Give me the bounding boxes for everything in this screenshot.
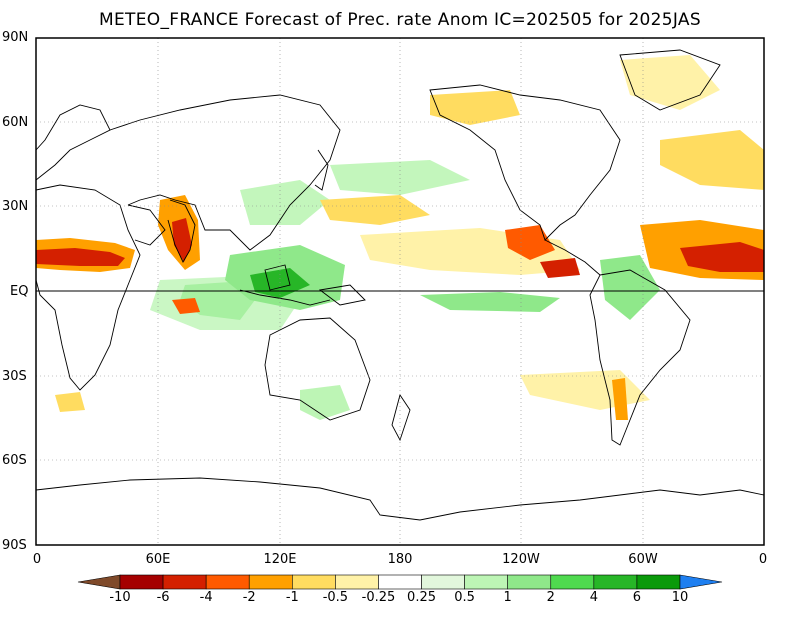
lon-label-0-left: 0 bbox=[32, 552, 42, 567]
coast-central-america bbox=[544, 239, 601, 276]
coast-newzealand bbox=[391, 393, 411, 442]
colorbar-swatch bbox=[593, 574, 638, 590]
colorbar-label: 0.5 bbox=[454, 590, 475, 605]
coastlines bbox=[35, 49, 765, 521]
anomaly-natl-dry bbox=[660, 130, 764, 190]
colorbar-swatch bbox=[162, 574, 207, 590]
lat-label-eq: EQ bbox=[10, 284, 29, 299]
colorbar-label: -6 bbox=[156, 590, 170, 605]
colorbar-swatch bbox=[205, 574, 250, 590]
grid-lines bbox=[36, 38, 764, 545]
lon-label-0-right: 0 bbox=[758, 552, 768, 567]
anomaly-shading bbox=[36, 55, 764, 420]
colorbar-swatch bbox=[335, 574, 379, 590]
colorbar-label: -0.5 bbox=[322, 590, 349, 605]
lon-label-180: 180 bbox=[387, 552, 413, 567]
colorbar-swatch bbox=[119, 574, 164, 590]
anomaly-indian-ocean-dry bbox=[172, 298, 200, 314]
colorbar-swatch bbox=[464, 574, 508, 590]
coast-arabia bbox=[127, 204, 166, 246]
anomaly-india-dry-core bbox=[172, 218, 192, 262]
lat-label-60n: 60N bbox=[2, 115, 29, 130]
anomaly-greenland-dry bbox=[620, 55, 720, 110]
colorbar-swatch bbox=[378, 574, 422, 590]
anomaly-alaska-dry bbox=[430, 90, 520, 125]
lon-label-120e: 120E bbox=[263, 552, 297, 567]
coast-india bbox=[167, 199, 196, 263]
lat-label-30n: 30N bbox=[2, 199, 29, 214]
anomaly-npac-wet bbox=[330, 160, 470, 195]
anomaly-mexico-dry-core bbox=[540, 258, 580, 278]
colorbar-label: 0.25 bbox=[407, 590, 437, 605]
coast-antarctica bbox=[35, 477, 765, 521]
colorbar-swatch bbox=[636, 574, 681, 590]
coast-asia bbox=[109, 94, 341, 251]
anomaly-east-asia-wet bbox=[240, 180, 330, 225]
colorbar-swatch bbox=[248, 574, 293, 590]
coast-south-america bbox=[589, 269, 691, 446]
colorbar-label: 1 bbox=[503, 590, 512, 605]
coast-newguinea bbox=[318, 284, 366, 306]
anomaly-atlantic-dry-core bbox=[680, 242, 764, 272]
colorbar-label: 6 bbox=[632, 590, 642, 605]
coast-africa bbox=[35, 184, 141, 391]
map-frame bbox=[35, 37, 765, 546]
lat-label-30s: 30S bbox=[2, 369, 27, 384]
colorbar-swatch bbox=[421, 574, 465, 590]
anomaly-chile-dry bbox=[612, 378, 628, 420]
coast-north-america bbox=[429, 84, 621, 241]
colorbar-label: -4 bbox=[199, 590, 213, 605]
anomaly-epac-wet bbox=[420, 292, 560, 312]
coast-borneo bbox=[264, 264, 291, 291]
anomaly-sw-indian-dry bbox=[55, 392, 85, 412]
lat-label-90n: 90N bbox=[2, 30, 29, 45]
colorbar-arrow-high bbox=[679, 574, 723, 590]
colorbar-label: 2 bbox=[546, 590, 555, 605]
anomaly-npac-dry bbox=[320, 195, 430, 225]
coast-australia bbox=[264, 317, 371, 421]
lat-label-90s: 90S bbox=[2, 538, 27, 553]
lon-label-120w: 120W bbox=[502, 552, 540, 567]
map-title: METEO_FRANCE Forecast of Prec. rate Anom… bbox=[99, 10, 701, 30]
lon-label-60e: 60E bbox=[145, 552, 171, 567]
colorbar-label: -1 bbox=[285, 590, 299, 605]
colorbar-label: -10 bbox=[109, 590, 131, 605]
colorbar-swatch bbox=[292, 574, 336, 590]
colorbar-swatch bbox=[507, 574, 552, 590]
coast-indonesia bbox=[239, 289, 331, 306]
coast-japan bbox=[314, 149, 329, 191]
lon-label-60w: 60W bbox=[628, 552, 658, 567]
colorbar-label: 10 bbox=[671, 590, 689, 605]
colorbar-swatch bbox=[550, 574, 595, 590]
colorbar-label: -2 bbox=[242, 590, 256, 605]
coast-europe bbox=[35, 104, 111, 181]
colorbar-label: 4 bbox=[589, 590, 598, 605]
lat-label-60s: 60S bbox=[2, 453, 27, 468]
colorbar-arrow-low bbox=[77, 574, 121, 590]
anomaly-samerica-wet bbox=[600, 255, 660, 320]
anomaly-aus-wet bbox=[300, 385, 350, 420]
coast-greenland bbox=[619, 49, 721, 111]
anomaly-sahel-dry-core bbox=[36, 248, 125, 266]
colorbar-label: -0.25 bbox=[361, 590, 396, 605]
